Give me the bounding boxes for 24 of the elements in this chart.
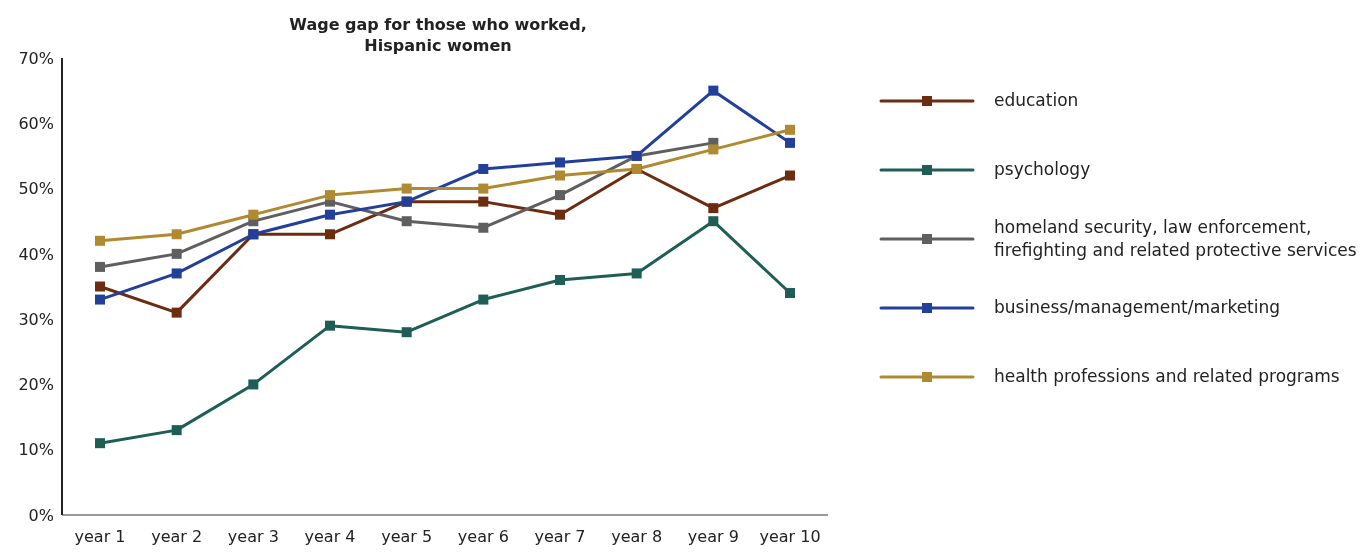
x-tick-label: year 3 (227, 527, 279, 547)
y-tick-label: 60% (18, 113, 54, 133)
y-tick-label: 20% (18, 375, 54, 395)
legend-label: homeland security, law enforcement, firefighting and related protective services (994, 215, 1358, 262)
x-tick-label: year 6 (457, 527, 509, 547)
y-tick-label: 70% (18, 48, 54, 68)
y-tick-label: 50% (18, 179, 54, 199)
chart-title: Wage gap for those who worked, Hispanic women (288, 14, 588, 56)
x-tick-label: year 1 (74, 527, 126, 547)
x-tick-label: year 7 (534, 527, 586, 547)
legend-label: business/management/marketing (994, 296, 1282, 319)
y-tick-label: 30% (18, 309, 54, 329)
y-tick-label: 40% (18, 244, 54, 264)
y-tick-label: 0% (28, 505, 54, 525)
x-tick-label: year 2 (151, 527, 203, 547)
legend-label: psychology (994, 158, 1092, 181)
legend-label: health professions and related programs (994, 365, 1341, 388)
x-tick-label: year 8 (611, 527, 663, 547)
legend-label: education (994, 89, 1080, 112)
x-tick-label: year 9 (687, 527, 739, 547)
x-tick-label: year 4 (304, 527, 356, 547)
y-tick-label: 10% (18, 440, 54, 460)
x-tick-label: year 5 (381, 527, 433, 547)
x-tick-label: year 10 (759, 527, 821, 547)
